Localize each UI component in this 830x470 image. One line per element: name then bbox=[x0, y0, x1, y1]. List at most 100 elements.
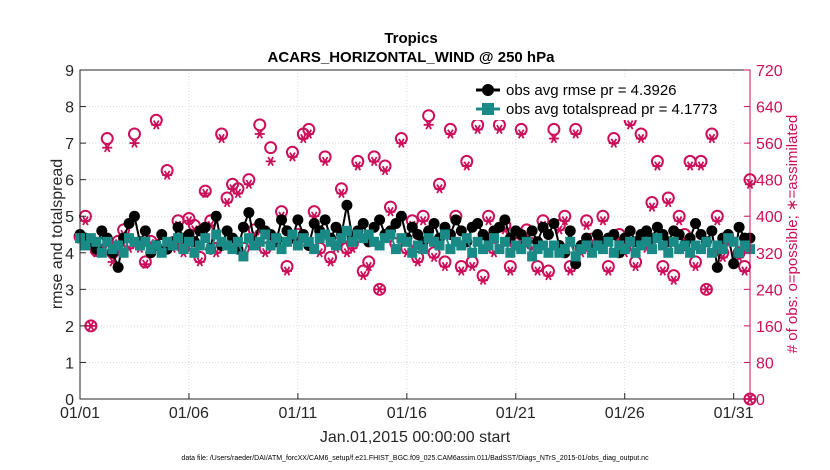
y-tick-label-right: 240 bbox=[756, 282, 783, 299]
totalspread-point bbox=[450, 236, 461, 247]
obs-assimilated-point bbox=[516, 129, 527, 139]
totalspread-point bbox=[102, 236, 113, 247]
rmse-point bbox=[499, 214, 511, 226]
totalspread-point bbox=[418, 244, 429, 255]
totalspread-point bbox=[238, 251, 249, 262]
totalspread-point bbox=[254, 236, 265, 247]
y-axis-label-right: # of obs: o=possible; ∗=assimilated bbox=[784, 115, 801, 354]
totalspread-point bbox=[173, 233, 184, 244]
totalspread-point bbox=[271, 233, 282, 244]
rmse-point bbox=[711, 261, 723, 273]
totalspread-point bbox=[249, 240, 260, 251]
totalspread-point bbox=[303, 236, 314, 247]
obs-assimilated-point bbox=[597, 216, 608, 226]
obs-assimilated-point bbox=[151, 120, 162, 130]
x-tick-label: 01/16 bbox=[387, 405, 427, 422]
totalspread-point bbox=[565, 236, 576, 247]
totalspread-point bbox=[412, 240, 423, 251]
totalspread-point bbox=[281, 236, 292, 247]
y-tick-label-right: 480 bbox=[756, 173, 783, 190]
obs-assimilated-point bbox=[325, 257, 336, 267]
rmse-point bbox=[526, 225, 538, 237]
obs-possible-point bbox=[264, 141, 278, 155]
totalspread-point bbox=[134, 240, 145, 251]
y-axis-right: 0 80 160 240 320 400 480 560 640 720 bbox=[744, 63, 783, 409]
obs-possible-point bbox=[127, 127, 141, 141]
obs-assimilated-point bbox=[374, 284, 385, 295]
rmse-point bbox=[172, 221, 184, 233]
obs-assimilated-point bbox=[674, 216, 685, 226]
obs-assimilated-point bbox=[456, 266, 467, 276]
rmse-point bbox=[428, 218, 440, 230]
y-tick-label: 0 bbox=[65, 392, 74, 409]
totalspread-point bbox=[570, 251, 581, 262]
totalspread-point bbox=[341, 225, 352, 236]
totalspread-point bbox=[603, 236, 614, 247]
totalspread-point bbox=[630, 247, 641, 258]
totalspread-point bbox=[145, 244, 156, 255]
obs-assimilated-point bbox=[483, 216, 494, 226]
obs-assimilated-point bbox=[712, 216, 723, 226]
legend-marker-spread bbox=[482, 103, 494, 115]
x-axis-label: Jan.01,2015 00:00:00 start bbox=[320, 429, 511, 446]
totalspread-point bbox=[363, 229, 374, 240]
obs-assimilated-point bbox=[281, 266, 292, 276]
totalspread-point bbox=[434, 240, 445, 251]
rmse-point bbox=[357, 218, 369, 230]
obs-assimilated-point bbox=[162, 170, 173, 180]
totalspread-point bbox=[287, 229, 298, 240]
obs-assimilated-point bbox=[352, 161, 363, 171]
totalspread-point bbox=[151, 240, 162, 251]
totalspread-point bbox=[401, 236, 412, 247]
obs-possible-point bbox=[100, 132, 114, 146]
totalspread-point bbox=[396, 233, 407, 244]
rmse-point bbox=[374, 214, 386, 226]
obs-assimilated-point bbox=[478, 275, 489, 285]
totalspread-point bbox=[467, 247, 478, 258]
obs-assimilated-point bbox=[603, 266, 614, 276]
obs-assimilated-point bbox=[668, 275, 679, 285]
totalspread-point bbox=[717, 244, 728, 255]
totalspread-point bbox=[118, 247, 129, 258]
totalspread-point bbox=[445, 244, 456, 255]
totalspread-point bbox=[663, 247, 674, 258]
obs-assimilated-point bbox=[657, 266, 668, 276]
totalspread-point bbox=[619, 244, 630, 255]
chart-title: Tropics bbox=[384, 30, 437, 47]
obs-possible-point bbox=[253, 118, 267, 132]
obs-assimilated-point bbox=[701, 284, 712, 295]
totalspread-point bbox=[124, 233, 135, 244]
totalspread-point bbox=[260, 229, 271, 240]
obs-possible-point bbox=[422, 109, 436, 123]
totalspread-point bbox=[608, 247, 619, 258]
totalspread-point bbox=[352, 229, 363, 240]
obs-assimilated-point bbox=[320, 156, 331, 167]
legend: obs avg rmse pr = 4.3926 obs avg totalsp… bbox=[472, 78, 744, 120]
y-tick-label: 3 bbox=[65, 282, 74, 299]
obs-assimilated-point bbox=[685, 161, 696, 171]
obs-assimilated-point bbox=[102, 142, 113, 153]
rmse-point bbox=[319, 214, 331, 226]
totalspread-point bbox=[734, 247, 745, 258]
totalspread-point bbox=[695, 244, 706, 255]
rmse-point bbox=[624, 225, 636, 237]
rmse-point bbox=[243, 207, 255, 219]
obs-assimilated-point bbox=[216, 133, 227, 144]
rmse-point bbox=[139, 225, 151, 237]
totalspread-point bbox=[712, 240, 723, 251]
obs-assimilated-point bbox=[646, 202, 657, 212]
y-tick-label: 8 bbox=[65, 100, 74, 117]
totalspread-point bbox=[505, 247, 516, 258]
obs-assimilated-point bbox=[369, 156, 380, 167]
rmse-point bbox=[690, 218, 702, 230]
totalspread-point bbox=[91, 236, 102, 247]
totalspread-point bbox=[576, 244, 587, 255]
totalspread-point bbox=[636, 240, 647, 251]
obs-assimilated-point bbox=[287, 152, 298, 162]
y-tick-label: 4 bbox=[65, 246, 74, 263]
y-tick-label: 2 bbox=[65, 319, 74, 336]
totalspread-point bbox=[309, 244, 320, 255]
y-tick-label-right: 80 bbox=[756, 355, 774, 372]
totalspread-point bbox=[156, 247, 167, 258]
y-tick-label-right: 400 bbox=[756, 209, 783, 226]
